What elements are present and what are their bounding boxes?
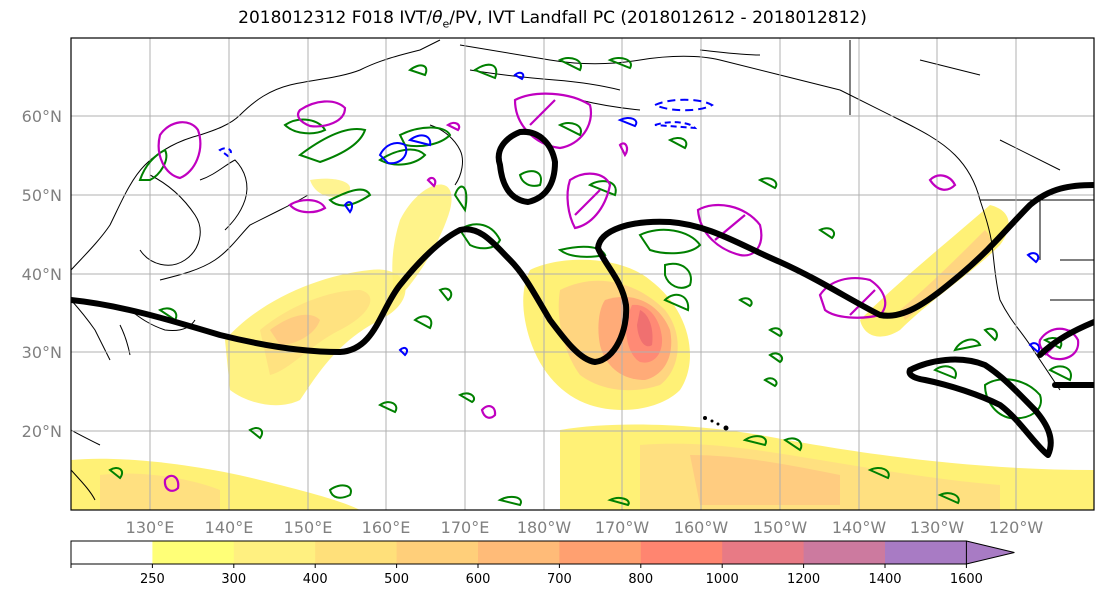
colorbar-segment [233,541,316,564]
colorbar-tick-label: 1200 [787,572,820,587]
colorbar-tick-label: 500 [384,572,409,587]
colorbar-segment [722,541,805,564]
colorbar-tick-label: 700 [547,572,572,587]
lon-label: 130°E [126,518,175,537]
pv-negative-contours [218,71,1041,357]
lon-label: 120°W [989,518,1044,537]
colorbar-tick-label: 300 [221,572,246,587]
colorbar-tick-label: 250 [140,572,165,587]
lat-label: 60°N [22,107,62,126]
colorbar-segment [559,541,642,564]
gridlines [71,38,1094,510]
colorbar-tick-label: 1600 [950,572,983,587]
colorbar-segment [152,541,235,564]
lat-label: 20°N [22,422,62,441]
colorbar-tick-label: 1000 [706,572,739,587]
lat-label: 40°N [22,265,62,284]
colorbar-segment [640,541,723,564]
lon-label: 150°E [284,518,333,537]
colorbar-segment [396,541,479,564]
lon-label: 140°E [205,518,254,537]
colorbar-outline [70,540,967,565]
lon-label: 170°W [595,518,650,537]
colorbar-extend-arrow [965,540,1015,565]
lon-label: 170°E [441,518,490,537]
lon-label: 140°W [832,518,887,537]
colorbar-segment [803,541,886,564]
map-title: 2018012312 F018 IVT/θe/PV, IVT Landfall … [238,8,867,31]
colorbar-segment [71,541,153,564]
lon-label: 160°E [362,518,411,537]
colorbar-segment [315,541,398,564]
jet-contour [71,128,1094,458]
lat-label: 30°N [22,343,62,362]
colorbar-segment [478,541,560,564]
lon-label: 160°W [674,518,729,537]
colorbar-tick-label: 400 [303,572,328,587]
colorbar-segment [885,541,967,564]
colorbar: 250 300 400 500 600 700 800 1000 1200 1400 1600 [70,540,1015,587]
map-frame [70,37,1095,511]
colorbar-tick-label: 1400 [868,572,901,587]
lat-label: 50°N [22,186,62,205]
lon-label: 130°W [910,518,965,537]
theta-e-contours [108,57,1072,507]
hawaii-islands [703,416,729,431]
colorbar-tick-label: 600 [466,572,491,587]
ivt-shading [71,178,1094,510]
colorbar-tick-label: 800 [628,572,653,587]
lon-label: 150°W [753,518,808,537]
lon-label: 180°W [517,518,572,537]
